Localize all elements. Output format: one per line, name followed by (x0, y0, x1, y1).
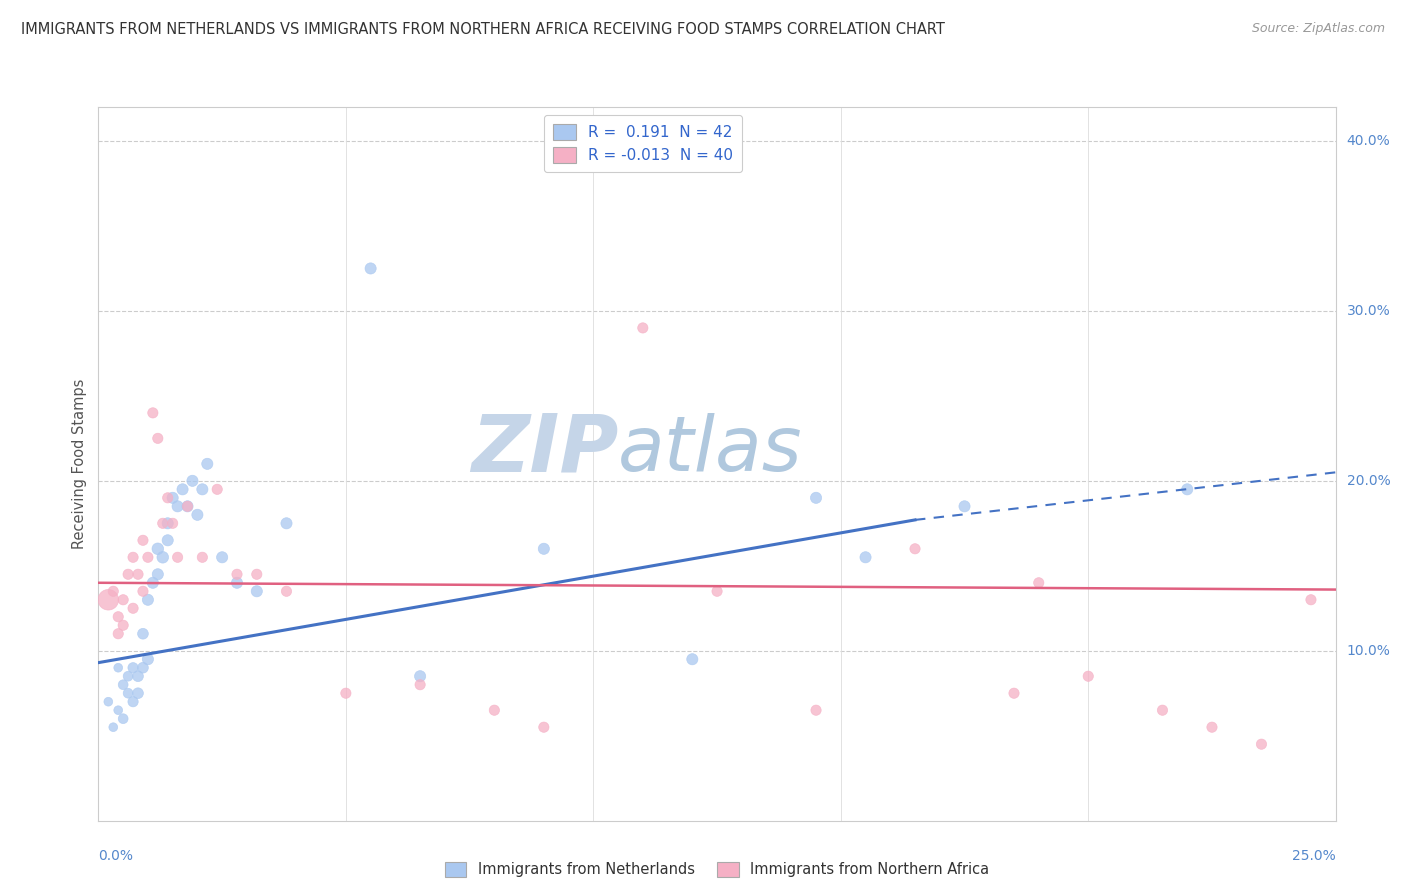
Point (276, 516, 298, 531)
Point (112, 592, 135, 607)
Point (1175, 483, 1198, 497)
Point (146, 431, 169, 445)
Point (146, 541, 169, 556)
Point (107, 661, 129, 675)
Point (195, 457, 218, 471)
Text: 10.0%: 10.0% (1347, 644, 1391, 657)
Point (1002, 686, 1025, 700)
Point (162, 491, 184, 505)
Point (1152, 703, 1174, 717)
Point (335, 686, 357, 700)
Point (1201, 720, 1223, 734)
Point (360, 261, 382, 276)
Point (1250, 737, 1272, 751)
Text: Source: ZipAtlas.com: Source: ZipAtlas.com (1251, 22, 1385, 36)
Point (176, 500, 198, 514)
Point (103, 720, 125, 734)
Point (132, 584, 155, 599)
Point (631, 321, 654, 335)
Point (112, 618, 135, 632)
Point (855, 550, 877, 565)
Point (166, 550, 188, 565)
Point (172, 483, 194, 497)
Point (136, 592, 159, 607)
Point (156, 491, 179, 505)
Text: IMMIGRANTS FROM NETHERLANDS VS IMMIGRANTS FROM NORTHERN AFRICA RECEIVING FOOD ST: IMMIGRANTS FROM NETHERLANDS VS IMMIGRANT… (21, 22, 945, 37)
Point (186, 508, 208, 522)
Point (1299, 592, 1322, 607)
Point (205, 483, 228, 497)
Point (152, 516, 174, 531)
Point (97, 695, 120, 709)
Point (127, 567, 149, 582)
Point (953, 500, 976, 514)
Point (226, 567, 249, 582)
Y-axis label: Receiving Food Stamps: Receiving Food Stamps (72, 378, 87, 549)
Point (191, 550, 214, 565)
Legend: Immigrants from Netherlands, Immigrants from Northern Africa: Immigrants from Netherlands, Immigrants … (437, 855, 997, 885)
Point (132, 626, 155, 640)
Point (122, 661, 145, 675)
Point (156, 516, 179, 531)
Point (246, 567, 269, 582)
Point (127, 686, 149, 700)
Point (132, 661, 155, 675)
Point (107, 609, 129, 624)
Point (533, 720, 555, 734)
Point (136, 550, 159, 565)
Point (276, 584, 298, 599)
Point (804, 491, 827, 505)
Point (107, 626, 129, 640)
Point (142, 575, 165, 590)
Point (409, 678, 432, 692)
Point (706, 584, 728, 599)
Point (122, 601, 145, 615)
Point (146, 567, 169, 582)
Point (127, 669, 149, 683)
Point (681, 652, 703, 666)
Point (112, 712, 135, 726)
Point (1028, 575, 1050, 590)
Point (107, 703, 129, 717)
Text: 0.0%: 0.0% (98, 849, 134, 863)
Point (122, 695, 145, 709)
Point (156, 533, 179, 548)
Text: 20.0%: 20.0% (1347, 474, 1391, 488)
Point (117, 686, 139, 700)
Point (226, 575, 249, 590)
Point (136, 652, 159, 666)
Point (246, 584, 269, 599)
Point (142, 406, 165, 420)
Point (132, 533, 155, 548)
Point (211, 550, 233, 565)
Point (176, 500, 198, 514)
Point (181, 474, 204, 488)
Point (533, 541, 555, 556)
Point (166, 500, 188, 514)
Point (1077, 669, 1099, 683)
Point (191, 483, 214, 497)
Point (162, 516, 184, 531)
Point (112, 678, 135, 692)
Text: 40.0%: 40.0% (1347, 134, 1391, 148)
Point (122, 550, 145, 565)
Point (97, 592, 120, 607)
Point (117, 567, 139, 582)
Point (904, 541, 927, 556)
Text: ZIP: ZIP (471, 410, 619, 489)
Text: 25.0%: 25.0% (1292, 849, 1336, 863)
Point (484, 703, 506, 717)
Point (103, 584, 125, 599)
Point (152, 550, 174, 565)
Point (409, 669, 432, 683)
Point (117, 669, 139, 683)
Point (804, 703, 827, 717)
Text: atlas: atlas (619, 413, 803, 486)
Text: 30.0%: 30.0% (1347, 304, 1391, 318)
